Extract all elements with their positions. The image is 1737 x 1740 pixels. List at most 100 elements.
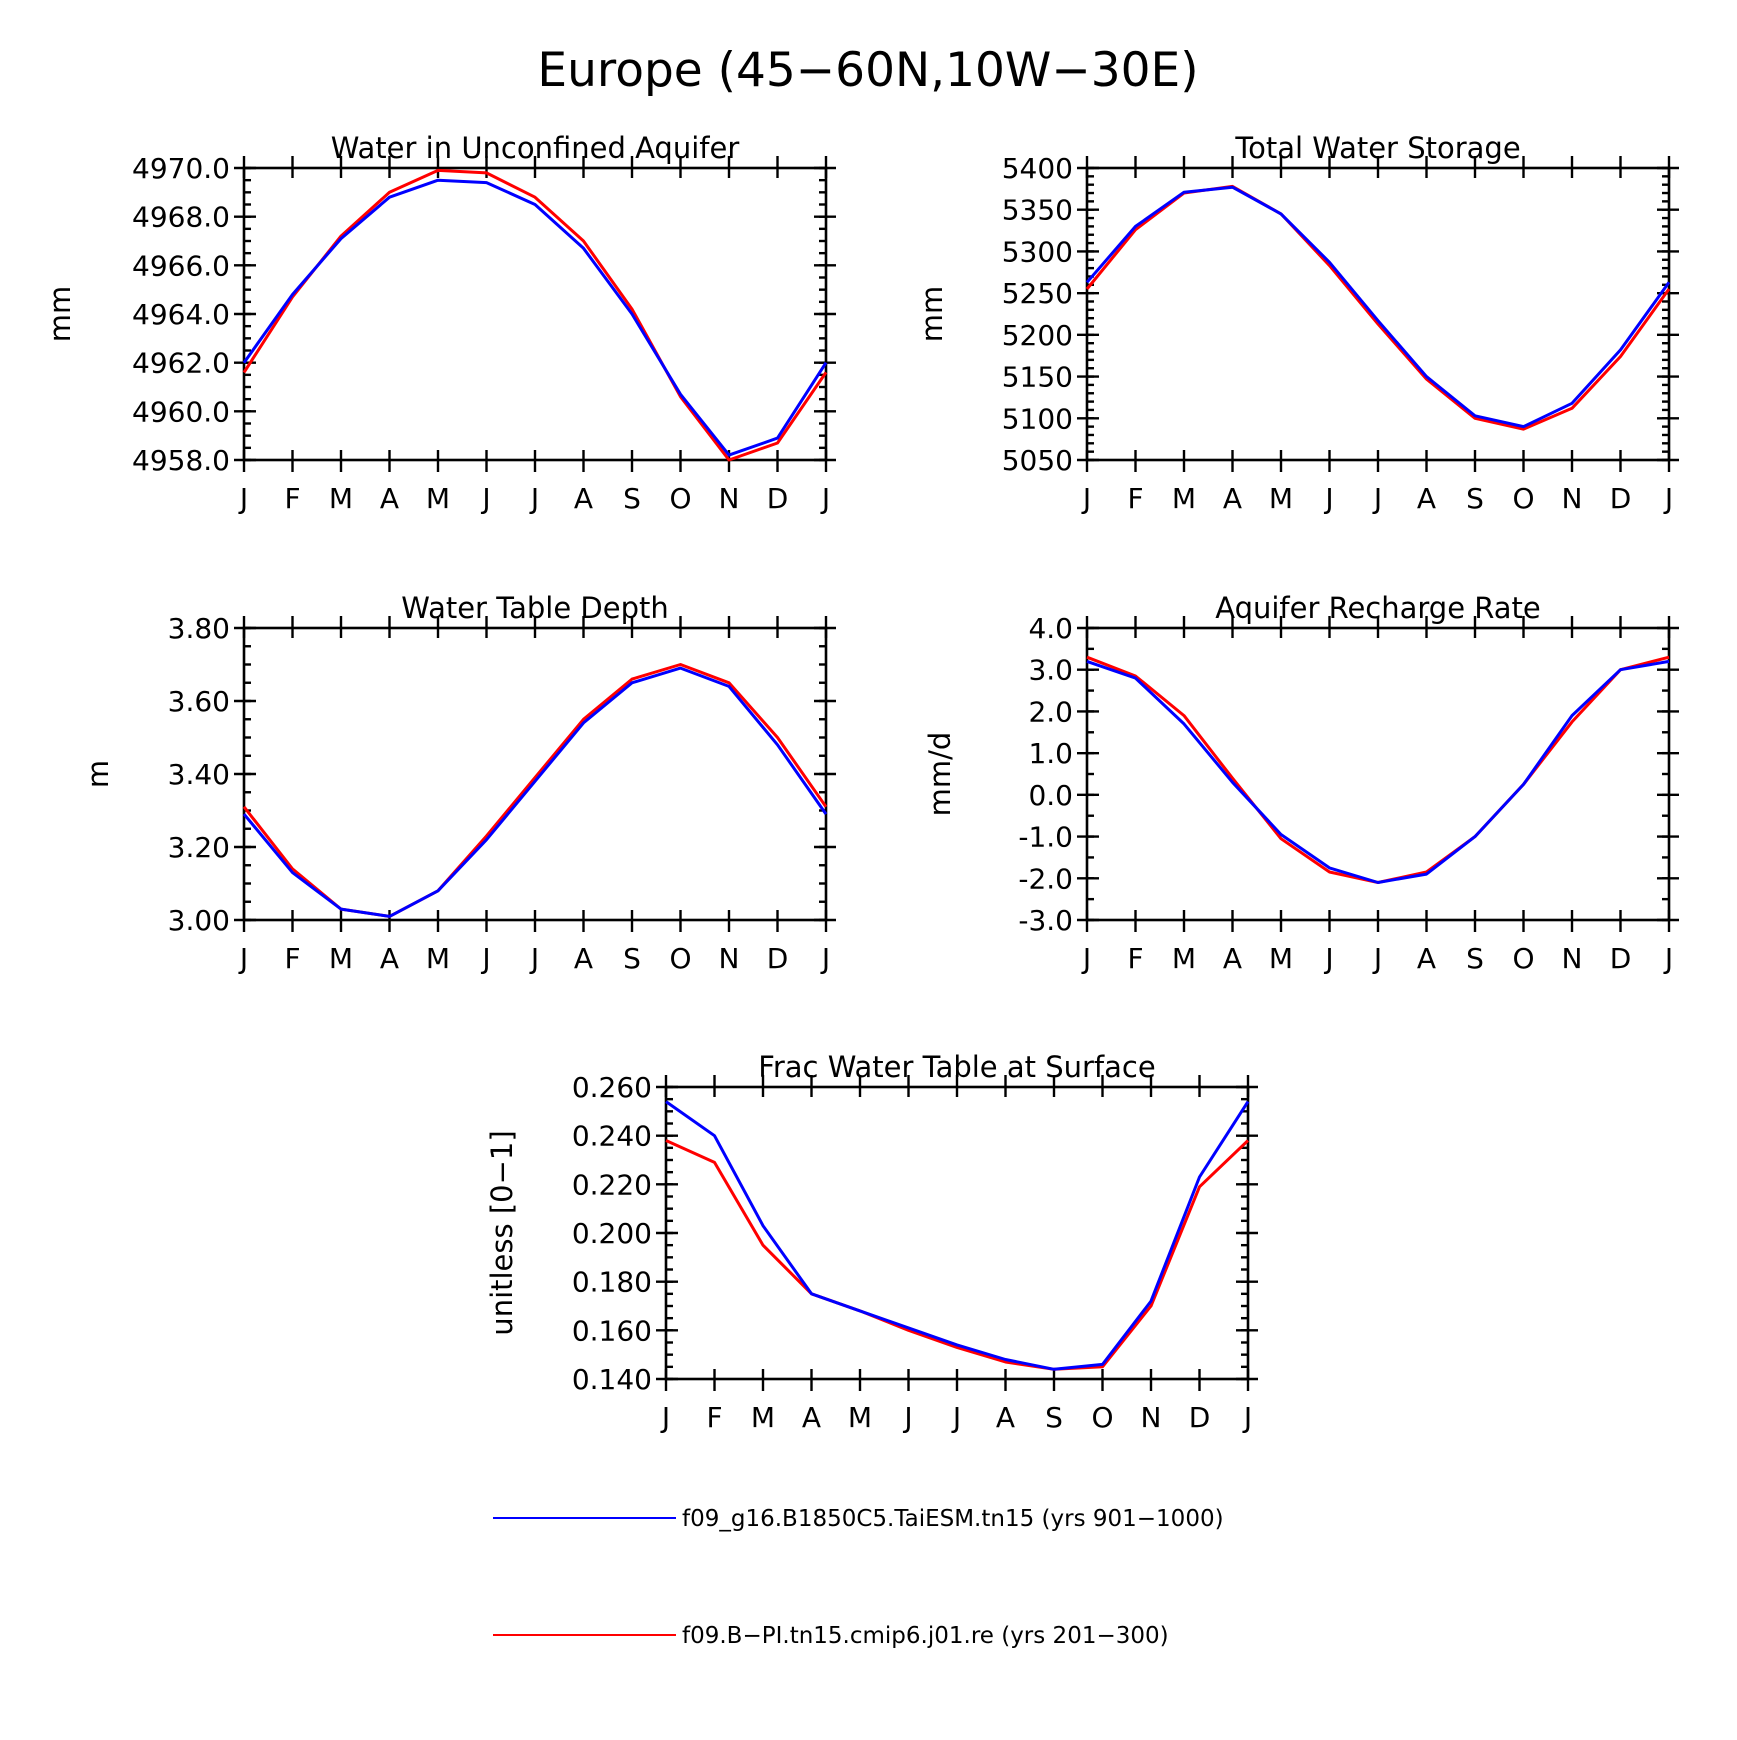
series-line-1 <box>242 663 828 918</box>
y-tick-label: 0.200 <box>572 1217 652 1250</box>
y-tick-label: 5200 <box>1002 319 1073 352</box>
x-tick-label: A <box>1223 482 1242 515</box>
x-tick-label: N <box>1562 942 1583 975</box>
x-tick-label: A <box>380 942 399 975</box>
x-tick-label: S <box>1466 942 1484 975</box>
x-tick-label: J <box>820 482 830 515</box>
y-tick-label: -3.0 <box>1018 904 1073 937</box>
legend-label-1: f09.B−PI.tn15.cmip6.j01.re (yrs 201−300) <box>682 1623 1169 1649</box>
figure-title: Europe (45−60N,10W−30E) <box>537 43 1198 98</box>
x-tick-label: S <box>1045 1401 1063 1434</box>
x-tick-label: S <box>1466 482 1484 515</box>
x-tick-label: F <box>284 482 300 515</box>
y-tick-label: 5150 <box>1002 361 1073 394</box>
legend-label-0: f09_g16.B1850C5.TaiESM.tn15 (yrs 901−100… <box>682 1506 1224 1532</box>
x-tick-label: J <box>1323 482 1333 515</box>
x-tick-label: N <box>1562 482 1583 515</box>
x-tick-label: A <box>380 482 399 515</box>
plot-frame <box>664 1085 1250 1381</box>
x-tick-label: D <box>1610 942 1632 975</box>
x-tick-label: J <box>902 1401 912 1434</box>
x-tick-label: M <box>329 942 353 975</box>
y-tick-label: 5250 <box>1002 277 1073 310</box>
x-tick-label: A <box>574 482 593 515</box>
y-tick-label: -2.0 <box>1018 862 1073 895</box>
x-tick-label: M <box>1269 942 1293 975</box>
y-axis-label: mm/d <box>923 732 957 817</box>
x-tick-label: J <box>529 482 539 515</box>
y-tick-label: 0.180 <box>572 1266 652 1299</box>
y-tick-label: 5300 <box>1002 235 1073 268</box>
y-tick-label: 0.240 <box>572 1120 652 1153</box>
x-tick-label: A <box>1417 482 1436 515</box>
y-axis-label: unitless [0−1] <box>485 1130 519 1335</box>
x-tick-label: J <box>660 1401 670 1434</box>
x-tick-label: J <box>480 942 490 975</box>
x-tick-label: O <box>1512 942 1534 975</box>
series-line-1 <box>665 1139 1250 1371</box>
y-tick-label: 0.0 <box>1028 779 1073 812</box>
series-line-0 <box>1086 659 1670 884</box>
x-tick-label: O <box>1512 482 1534 515</box>
y-axis-label: mm <box>915 286 949 343</box>
x-tick-label: M <box>751 1401 775 1434</box>
x-tick-label: F <box>1127 942 1143 975</box>
y-tick-label: 3.20 <box>168 831 230 864</box>
x-tick-label: M <box>1172 942 1196 975</box>
y-tick-label: 3.0 <box>1028 654 1073 687</box>
x-tick-label: N <box>719 482 740 515</box>
y-tick-label: 3.00 <box>168 904 230 937</box>
x-tick-label: M <box>1269 482 1293 515</box>
plot-frame <box>242 166 828 462</box>
series-line-1 <box>242 168 828 462</box>
x-tick-label: J <box>529 942 539 975</box>
y-tick-label: 4968.0 <box>132 201 230 234</box>
x-tick-label: N <box>1141 1401 1162 1434</box>
x-tick-label: O <box>669 942 691 975</box>
x-tick-label: D <box>767 482 789 515</box>
x-tick-label: S <box>623 482 641 515</box>
x-tick-label: F <box>284 942 300 975</box>
y-tick-label: 4964.0 <box>132 298 230 331</box>
x-tick-label: J <box>1663 942 1673 975</box>
x-tick-label: J <box>1372 942 1382 975</box>
x-tick-label: O <box>669 482 691 515</box>
y-tick-label: 4.0 <box>1028 612 1073 645</box>
y-tick-label: 3.60 <box>168 685 230 718</box>
x-tick-label: J <box>1081 482 1091 515</box>
x-tick-label: N <box>719 942 740 975</box>
x-tick-label: J <box>820 942 830 975</box>
y-tick-label: 0.220 <box>572 1168 652 1201</box>
x-tick-label: O <box>1091 1401 1113 1434</box>
x-tick-label: M <box>848 1401 872 1434</box>
y-axis-label: m <box>81 760 115 788</box>
y-tick-label: 4962.0 <box>132 347 230 380</box>
x-tick-label: M <box>1172 482 1196 515</box>
x-tick-label: S <box>623 942 641 975</box>
x-tick-label: J <box>1372 482 1382 515</box>
y-tick-label: 0.260 <box>572 1071 652 1104</box>
y-tick-label: 4960.0 <box>132 395 230 428</box>
x-tick-label: M <box>329 482 353 515</box>
x-tick-label: J <box>1081 942 1091 975</box>
y-tick-label: 4970.0 <box>132 152 230 185</box>
series-line-0 <box>242 666 828 918</box>
y-tick-label: 5400 <box>1002 152 1073 185</box>
y-tick-label: 0.160 <box>572 1314 652 1347</box>
plot-frame <box>1085 166 1671 462</box>
x-tick-label: D <box>767 942 789 975</box>
y-tick-label: 5350 <box>1002 194 1073 227</box>
x-tick-label: J <box>1242 1401 1252 1434</box>
x-tick-label: A <box>1417 942 1436 975</box>
y-tick-label: 4966.0 <box>132 249 230 282</box>
x-tick-label: J <box>238 942 248 975</box>
x-tick-label: A <box>574 942 593 975</box>
plot-frame <box>1085 626 1671 922</box>
y-tick-label: 3.40 <box>168 758 230 791</box>
y-tick-label: 4958.0 <box>132 444 230 477</box>
